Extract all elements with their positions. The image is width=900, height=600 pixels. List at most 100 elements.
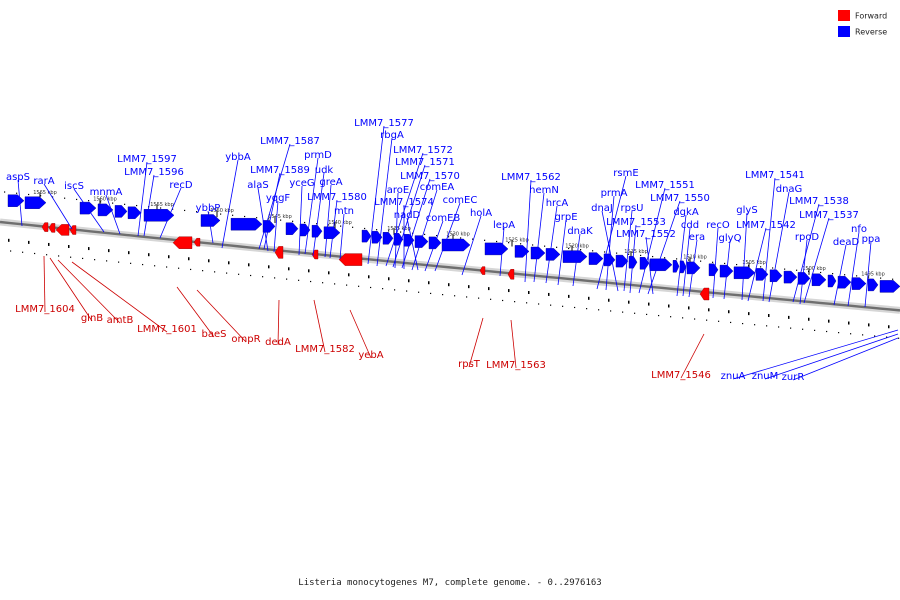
forward-gene-arrow — [699, 287, 710, 301]
scale-tick-label: 1555 kbp — [150, 202, 174, 208]
gene-label-leader — [676, 214, 687, 297]
minor-tick — [712, 261, 714, 263]
reverse-gene-arrow — [79, 201, 97, 215]
minor-tick — [250, 274, 252, 277]
minor-tick — [874, 335, 876, 337]
gene-label-leader — [764, 333, 899, 380]
minor-tick — [514, 301, 516, 303]
minor-tick — [790, 327, 792, 329]
track-tick — [768, 314, 770, 318]
gene-label-leader — [833, 244, 847, 306]
gene-label-dnaj: dnaJ — [591, 203, 613, 214]
gene-label-leader — [277, 299, 280, 346]
gene-label-era: era — [689, 232, 705, 243]
minor-tick — [796, 269, 798, 271]
gene-label-leader — [143, 174, 155, 237]
gene-label-glyq: glyQ — [719, 233, 742, 244]
reverse-gene-arrow — [879, 280, 900, 293]
reverse-gene-arrow — [851, 277, 867, 290]
reverse-gene-arrow — [323, 226, 341, 239]
minor-tick — [472, 238, 474, 240]
gene-label-dead: deaD — [833, 237, 860, 248]
minor-tick — [136, 204, 138, 207]
minor-tick — [748, 265, 750, 267]
minor-tick — [388, 230, 390, 232]
minor-tick — [220, 213, 222, 215]
minor-tick — [112, 202, 114, 204]
track-tick — [188, 257, 190, 261]
reverse-gene-arrow — [649, 258, 673, 271]
minor-tick — [436, 235, 438, 237]
minor-tick — [820, 271, 822, 274]
gene-label-leader — [572, 233, 581, 287]
gene-label-leader — [645, 236, 654, 295]
track-tick — [868, 323, 870, 327]
reverse-gene-arrow — [24, 196, 47, 209]
gene-label-dgka: dgkA — [673, 207, 698, 218]
minor-tick — [772, 267, 774, 269]
gene-label-leader — [207, 210, 214, 244]
minor-tick — [406, 290, 408, 292]
gene-label-leader — [557, 219, 567, 286]
minor-tick — [496, 240, 498, 243]
minor-tick — [4, 191, 6, 193]
gene-label-leader — [629, 224, 637, 294]
minor-tick — [694, 318, 696, 320]
gene-label-rpsu: rpsU — [621, 203, 644, 214]
minor-tick — [46, 254, 48, 256]
track-tick — [88, 247, 90, 251]
forward-gene-arrow — [172, 236, 193, 249]
gene-label-lmm7-1546: LMM7_1546 — [651, 370, 711, 381]
minor-tick — [94, 259, 96, 261]
gene-label-lmm7-1542: LMM7_1542 — [736, 220, 796, 231]
reverse-gene-arrow — [545, 248, 561, 261]
minor-tick — [700, 260, 702, 262]
track-tick — [568, 294, 570, 298]
minor-tick — [526, 302, 528, 304]
minor-tick — [508, 242, 510, 244]
track-tick — [248, 263, 250, 267]
minor-tick — [538, 303, 540, 305]
gene-label-leader — [524, 179, 532, 283]
reverse-gene-arrow — [361, 229, 372, 243]
reverse-gene-arrow — [797, 272, 811, 285]
gene-label-lmm7-1550: LMM7_1550 — [650, 193, 710, 204]
minor-tick — [166, 266, 168, 268]
minor-tick — [76, 198, 78, 201]
minor-tick — [604, 251, 606, 253]
minor-tick — [556, 246, 558, 248]
gene-label-leader — [799, 239, 808, 305]
scale-tick-label: 1515 kbp — [624, 249, 648, 255]
gene-features — [7, 194, 900, 301]
minor-tick — [202, 270, 204, 272]
gene-label-rbga: rbgA — [380, 130, 404, 141]
gene-label-leader — [339, 213, 345, 260]
scale-tick-label: 1495 kbp — [861, 271, 885, 277]
gene-label-leader — [258, 143, 291, 250]
gene-label-yeba: yebA — [358, 350, 383, 361]
gene-label-lmm7-1563: LMM7_1563 — [486, 360, 546, 371]
track-tick — [288, 267, 290, 271]
gene-label-leader — [682, 227, 691, 297]
track-tick — [208, 259, 210, 263]
gene-label-ybbp: ybbP — [196, 203, 221, 214]
minor-tick — [658, 314, 660, 317]
minor-tick — [232, 214, 234, 216]
track-tick — [488, 287, 490, 291]
minor-tick — [682, 317, 684, 319]
minor-tick — [616, 252, 618, 254]
minor-tick — [580, 249, 582, 251]
minor-tick — [10, 250, 12, 252]
minor-tick — [322, 282, 324, 284]
gene-label-leader — [680, 333, 705, 379]
map-caption: Listeria monocytogenes M7, complete geno… — [298, 578, 602, 588]
reverse-gene-arrow — [733, 266, 756, 279]
minor-tick — [352, 226, 354, 228]
forward-gene-arrow — [55, 224, 70, 236]
reverse-legend-swatch — [838, 26, 850, 37]
track-tick — [108, 249, 110, 253]
reverse-gene-arrow — [7, 194, 25, 207]
minor-tick — [550, 304, 552, 306]
gene-label-leader — [43, 255, 46, 313]
gene-label-alas: alaS — [247, 180, 268, 191]
